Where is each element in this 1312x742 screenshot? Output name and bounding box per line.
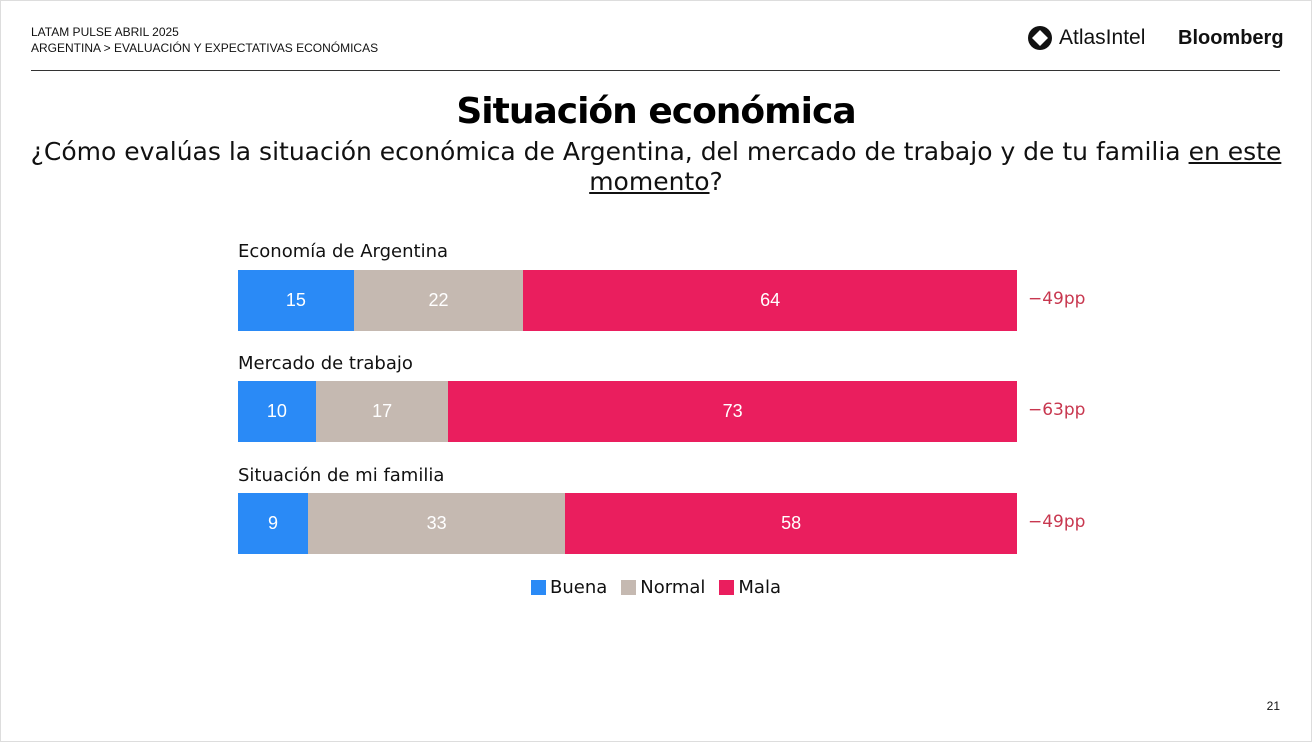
header-line-1: LATAM PULSE ABRIL 2025 (31, 25, 179, 39)
legend-item: Mala (719, 577, 781, 598)
bar-segment-normal: 33 (308, 493, 566, 554)
legend-swatch (621, 580, 637, 595)
bar-row: 15 22 64 (238, 270, 1017, 331)
net-label: −63pp (1028, 400, 1086, 420)
legend: Buena Normal Mala (1, 577, 1311, 598)
category-label: Economía de Argentina (238, 241, 449, 262)
subtitle-underlined: en este momento (589, 137, 1282, 196)
net-label: −49pp (1028, 512, 1086, 532)
legend-swatch (530, 580, 546, 595)
legend-item: Buena (530, 577, 608, 598)
bar-segment-normal: 22 (353, 270, 524, 331)
legend-item: Normal (621, 577, 705, 598)
bar-row: 10 17 73 (238, 381, 1017, 442)
net-label: −49pp (1028, 289, 1086, 309)
chart-title: Situación económica (456, 91, 856, 132)
header-breadcrumb: ARGENTINA > EVALUACIÓN Y EXPECTATIVAS EC… (31, 41, 379, 55)
legend-swatch (719, 580, 735, 595)
bar-segment-mala: 73 (448, 381, 1017, 442)
bar-segment-buena: 9 (238, 493, 309, 554)
bloomberg-logo: Bloomberg (1178, 27, 1284, 49)
bar-segment-normal: 17 (315, 381, 449, 442)
header-divider (31, 70, 1280, 71)
legend-label: Buena (549, 577, 608, 598)
atlasintel-logo: AtlasIntel (1027, 25, 1145, 51)
subtitle-end: ? (709, 167, 723, 196)
atlasintel-diamond-icon (1028, 26, 1052, 50)
legend-label: Normal (640, 577, 706, 598)
legend-label: Mala (738, 577, 781, 598)
bar-row: 9 33 58 (238, 493, 1017, 554)
atlasintel-logo-text: AtlasIntel (1059, 26, 1146, 49)
subtitle-text: ¿Cómo evalúas la situación económica de … (30, 137, 1189, 166)
page-number: 21 (1266, 699, 1280, 713)
bar-segment-buena: 15 (238, 270, 354, 331)
chart-subtitle: ¿Cómo evalúas la situación económica de … (1, 137, 1311, 197)
bar-segment-mala: 64 (523, 270, 1017, 331)
bar-segment-buena: 10 (238, 381, 316, 442)
category-label: Mercado de trabajo (238, 353, 413, 374)
bar-segment-mala: 58 (565, 493, 1017, 554)
category-label: Situación de mi familia (238, 465, 445, 486)
